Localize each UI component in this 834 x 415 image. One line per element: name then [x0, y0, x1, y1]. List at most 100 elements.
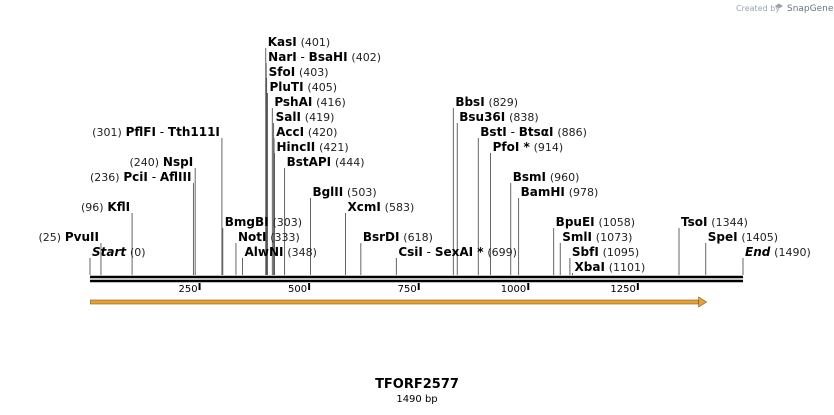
site-label-start[interactable]: Start (0): [92, 245, 146, 259]
enzyme-name: BmgBI: [225, 215, 269, 229]
site-label-bbsi[interactable]: BbsI (829): [455, 95, 518, 109]
enzyme-name: SbfI: [572, 245, 599, 259]
site-position: (405): [307, 81, 337, 94]
enzyme-name: KflI: [107, 200, 130, 214]
enzyme-name: BstAPI: [287, 155, 332, 169]
enzyme-name: AccI: [276, 125, 304, 139]
site-position: (444): [335, 156, 365, 169]
site-lines: [89, 48, 744, 275]
site-label-nspi[interactable]: (240) NspI: [130, 155, 194, 169]
enzyme-name: CsiI: [398, 245, 423, 259]
enzyme-name: XbaI: [575, 260, 605, 274]
site-position: (838): [509, 111, 539, 124]
enzyme-name: AflIII: [160, 170, 192, 184]
site-label-bmgbi[interactable]: BmgBI (303): [225, 215, 302, 229]
site-label-pshai[interactable]: PshAI (416): [274, 95, 345, 109]
enzyme-name: BamHI: [521, 185, 565, 199]
site-position: (1101): [609, 261, 646, 274]
enzyme-name: BpuEI: [556, 215, 595, 229]
enzyme-name: PluTI: [269, 80, 303, 94]
site-position: (333): [270, 231, 300, 244]
enzyme-name: SmlI: [562, 230, 592, 244]
site-position: (236): [90, 171, 120, 184]
site-label-kasi[interactable]: KasI (401): [268, 35, 330, 49]
enzyme-name: NspI: [163, 155, 193, 169]
site-label-bsu36i[interactable]: Bsu36I (838): [459, 110, 538, 124]
site-label-pcii[interactable]: (236) PciI - AflIII: [90, 170, 191, 184]
site-label-xbai[interactable]: XbaI (1101): [575, 260, 646, 274]
site-label-bsmi[interactable]: BsmI (960): [513, 170, 580, 184]
site-label-bpuei[interactable]: BpuEI (1058): [556, 215, 635, 229]
site-label-noti[interactable]: NotI (333): [238, 230, 300, 244]
enzyme-name: BstI: [480, 125, 507, 139]
site-label-bstapi[interactable]: BstAPI (444): [287, 155, 365, 169]
site-label-pvuii[interactable]: (25) PvuII: [38, 230, 99, 244]
site-position: (1405): [741, 231, 778, 244]
site-position: (348): [287, 246, 317, 259]
site-position: (699): [487, 246, 517, 259]
enzyme-name: PfoI *: [493, 140, 531, 154]
site-position: (403): [299, 66, 329, 79]
orf-feature-arrow[interactable]: [90, 296, 708, 308]
site-position: (1073): [596, 231, 633, 244]
sequence-length: 1490 bp: [396, 394, 437, 405]
site-position: (829): [488, 96, 518, 109]
site-label-pflfi[interactable]: (301) PflFI - Tth111I: [92, 125, 220, 139]
site-label-sali[interactable]: SalI (419): [276, 110, 335, 124]
site-label-end[interactable]: End (1490): [745, 245, 811, 259]
site-position: (1095): [603, 246, 640, 259]
site-label-bsti[interactable]: BstI - BtsαI (886): [480, 125, 587, 139]
site-position: (240): [130, 156, 160, 169]
site-position: (416): [316, 96, 346, 109]
site-position: (419): [305, 111, 335, 124]
site-label-bglii[interactable]: BglII (503): [312, 185, 376, 199]
site-position: (420): [308, 126, 338, 139]
enzyme-name: Bsu36I: [459, 110, 505, 124]
enzyme-name: BsrDI: [363, 230, 400, 244]
site-label-acci[interactable]: AccI (420): [276, 125, 337, 139]
axis-tick-label: 250: [178, 284, 197, 295]
site-label-bamhi[interactable]: BamHI (978): [521, 185, 599, 199]
enzyme-name: PvuII: [65, 230, 99, 244]
orf-feature-body[interactable]: [90, 299, 699, 305]
site-label-sbfi[interactable]: SbfI (1095): [572, 245, 639, 259]
site-label-nari[interactable]: NarI - BsaHI (402): [268, 50, 381, 64]
site-position: (914): [534, 141, 564, 154]
site-position: (618): [403, 231, 433, 244]
site-label-hincii[interactable]: HincII (421): [277, 140, 349, 154]
site-position: (583): [385, 201, 415, 214]
site-position: (1344): [711, 216, 748, 229]
site-position: (96): [81, 201, 104, 214]
site-label-kfli[interactable]: (96) KflI: [81, 200, 130, 214]
axis-tick-label: 1250: [610, 284, 635, 295]
site-position: (303): [272, 216, 302, 229]
enzyme-name: NotI: [238, 230, 266, 244]
site-label-alwni[interactable]: AlwNI (348): [245, 245, 317, 259]
orf-feature-arrowhead[interactable]: [698, 296, 708, 308]
site-position: (1490): [774, 246, 811, 259]
site-position: (25): [38, 231, 61, 244]
site-label-xcmi[interactable]: XcmI (583): [348, 200, 415, 214]
site-position: (960): [550, 171, 580, 184]
site-label-smli[interactable]: SmlI (1073): [562, 230, 632, 244]
site-label-bsrdi[interactable]: BsrDI (618): [363, 230, 433, 244]
enzyme-name: AlwNI: [245, 245, 284, 259]
snapgene-logo-icon: [775, 3, 783, 9]
site-position: (503): [347, 186, 377, 199]
enzyme-name: BbsI: [455, 95, 484, 109]
site-label-tsoi[interactable]: TsoI (1344): [681, 215, 748, 229]
enzyme-name: HincII: [277, 140, 316, 154]
enzyme-name: PflFI: [126, 125, 156, 139]
enzyme-name: Tth111I: [168, 125, 220, 139]
site-position: (401): [301, 36, 331, 49]
site-label-spei[interactable]: SpeI (1405): [708, 230, 778, 244]
enzyme-name: PshAI: [274, 95, 312, 109]
site-position: (421): [319, 141, 349, 154]
enzyme-name: XcmI: [348, 200, 381, 214]
site-label-sfoi[interactable]: SfoI (403): [269, 65, 329, 79]
enzyme-name: KasI: [268, 35, 297, 49]
site-label-pfoi[interactable]: PfoI * (914): [493, 140, 564, 154]
site-label-csii[interactable]: CsiI - SexAI * (699): [398, 245, 517, 259]
site-label-pluti[interactable]: PluTI (405): [269, 80, 337, 94]
